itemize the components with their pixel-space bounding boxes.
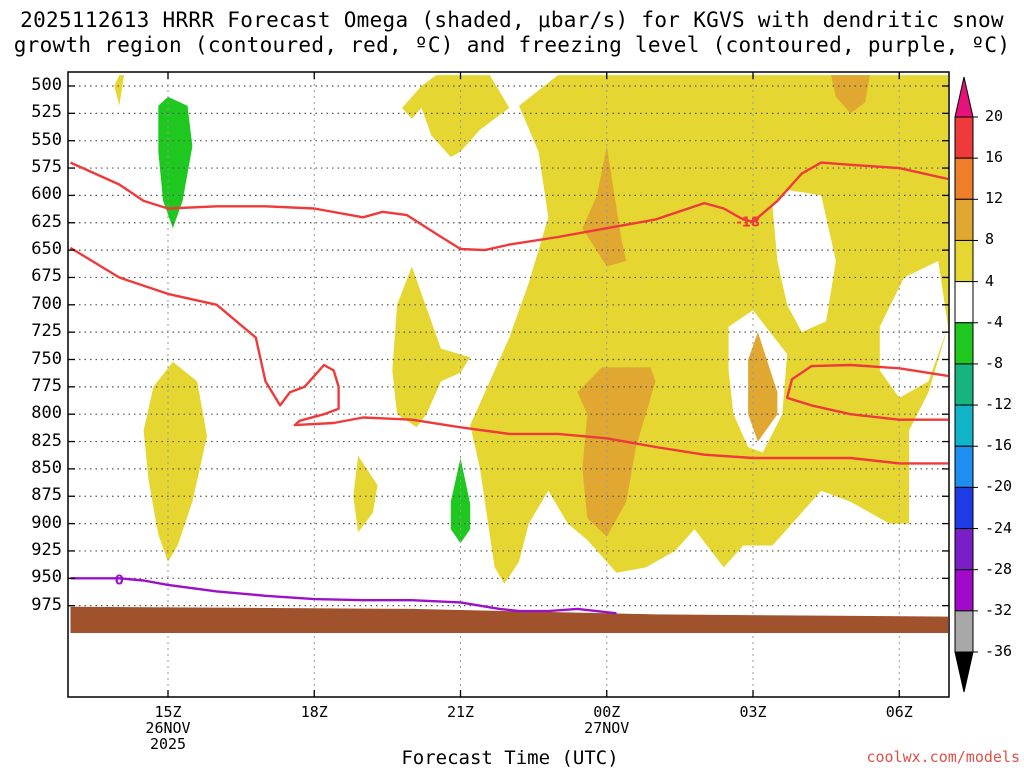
colorbar-bin [954,651,974,693]
omega-shade-region [143,361,207,562]
colorbar-bin [954,198,974,241]
contour-line [785,363,949,421]
omega-shade-region [392,266,471,428]
y-tick-label: 750 [31,348,62,369]
chart-title-line-1: 2025112613 HRRR Forecast Omega (shaded, … [20,8,1004,32]
omega-shade-region [582,146,627,267]
chart-title-line-2: growth region (contoured, red, ºC) and f… [13,33,1011,57]
colorbar-label: -28 [985,559,1013,578]
omega-shade-region [748,332,778,442]
y-tick-label: 700 [31,293,62,314]
x-tick-label: 21Z [446,703,475,721]
x-tick-label: 18Z [300,703,328,721]
colorbar-label: 8 [985,230,995,249]
colorbar-label: -12 [985,395,1013,414]
colorbar-bin [954,445,974,488]
contour-line [70,161,949,252]
omega-shade-region [772,189,836,333]
x-tick-label: 15Z [154,703,182,721]
omega-shade-region [831,75,870,114]
contour-label: 0 [115,573,124,588]
omega-shade-region [450,458,471,544]
y-tick-label: 850 [31,457,62,478]
omega-shade-region [577,367,656,537]
colorbar-bin [954,116,974,159]
colorbar-label: 12 [985,189,1004,208]
colorbar [954,76,978,693]
y-tick-label: 900 [31,512,62,533]
colorbar-label: 4 [985,271,995,290]
x-axis-title: Forecast Time (UTC) [401,747,619,768]
colorbar-bin [954,281,974,324]
colorbar-bin [954,322,974,365]
source-credit[interactable]: coolwx.com/models [866,748,1020,766]
colorbar-bin [954,157,974,200]
y-tick-label: 525 [31,102,62,123]
colorbar-label: 20 [985,107,1004,125]
contour-line [70,577,617,615]
colorbar-label: -20 [985,477,1013,496]
colorbar-bin [954,528,974,571]
y-tick-label: 875 [31,485,62,506]
omega-shade-region [114,75,125,106]
colorbar-bin [954,404,974,447]
omega-shade-region [353,455,378,533]
colorbar-label: -24 [985,518,1013,537]
omega-shade-region [158,96,193,229]
colorbar-label: -8 [985,353,1004,372]
colorbar-label: -36 [985,642,1013,660]
colorbar-bin [954,239,974,283]
colorbar-bin [954,569,974,612]
x-tick-date-label: 2025 [149,735,187,753]
terrain-surface [70,606,948,633]
plot-frame [67,71,950,698]
x-tick-label: 06Z [885,703,913,721]
y-tick-label: 925 [31,539,62,560]
omega-shade-region [402,75,510,158]
x-tick-date-label: 26NOV [145,719,191,737]
colorbar-bin [954,363,974,406]
colorbar-label: -32 [985,600,1013,619]
y-tick-label: 600 [31,184,62,205]
x-tick-date-label: 27NOV [584,719,630,737]
y-tick-label: 950 [31,567,62,588]
plot-area: -18 0 [68,72,949,697]
y-tick-label: 675 [31,266,62,287]
y-tick-label: 575 [31,157,62,178]
y-tick-label: 775 [31,375,62,396]
y-tick-label: 650 [31,239,62,260]
colorbar-bin [954,486,974,530]
colorbar-label: -16 [985,436,1013,455]
x-tick-label: 00Z [593,703,621,721]
colorbar-bin [954,610,974,653]
y-tick-label: 725 [31,321,62,342]
contour-line [69,246,948,465]
y-tick-label: 825 [31,430,62,451]
colorbar-label: -4 [985,312,1004,331]
y-tick-label: 800 [31,403,62,424]
y-tick-label: 625 [31,211,62,232]
omega-shade-region [879,261,948,398]
colorbar-label: 16 [985,148,1004,167]
contour-label: -18 [736,216,760,231]
y-tick-label: 975 [31,594,62,615]
y-tick-label: 550 [31,129,62,150]
colorbar-bin [954,76,974,118]
y-tick-label: 500 [31,75,62,95]
x-tick-label: 03Z [739,703,767,721]
